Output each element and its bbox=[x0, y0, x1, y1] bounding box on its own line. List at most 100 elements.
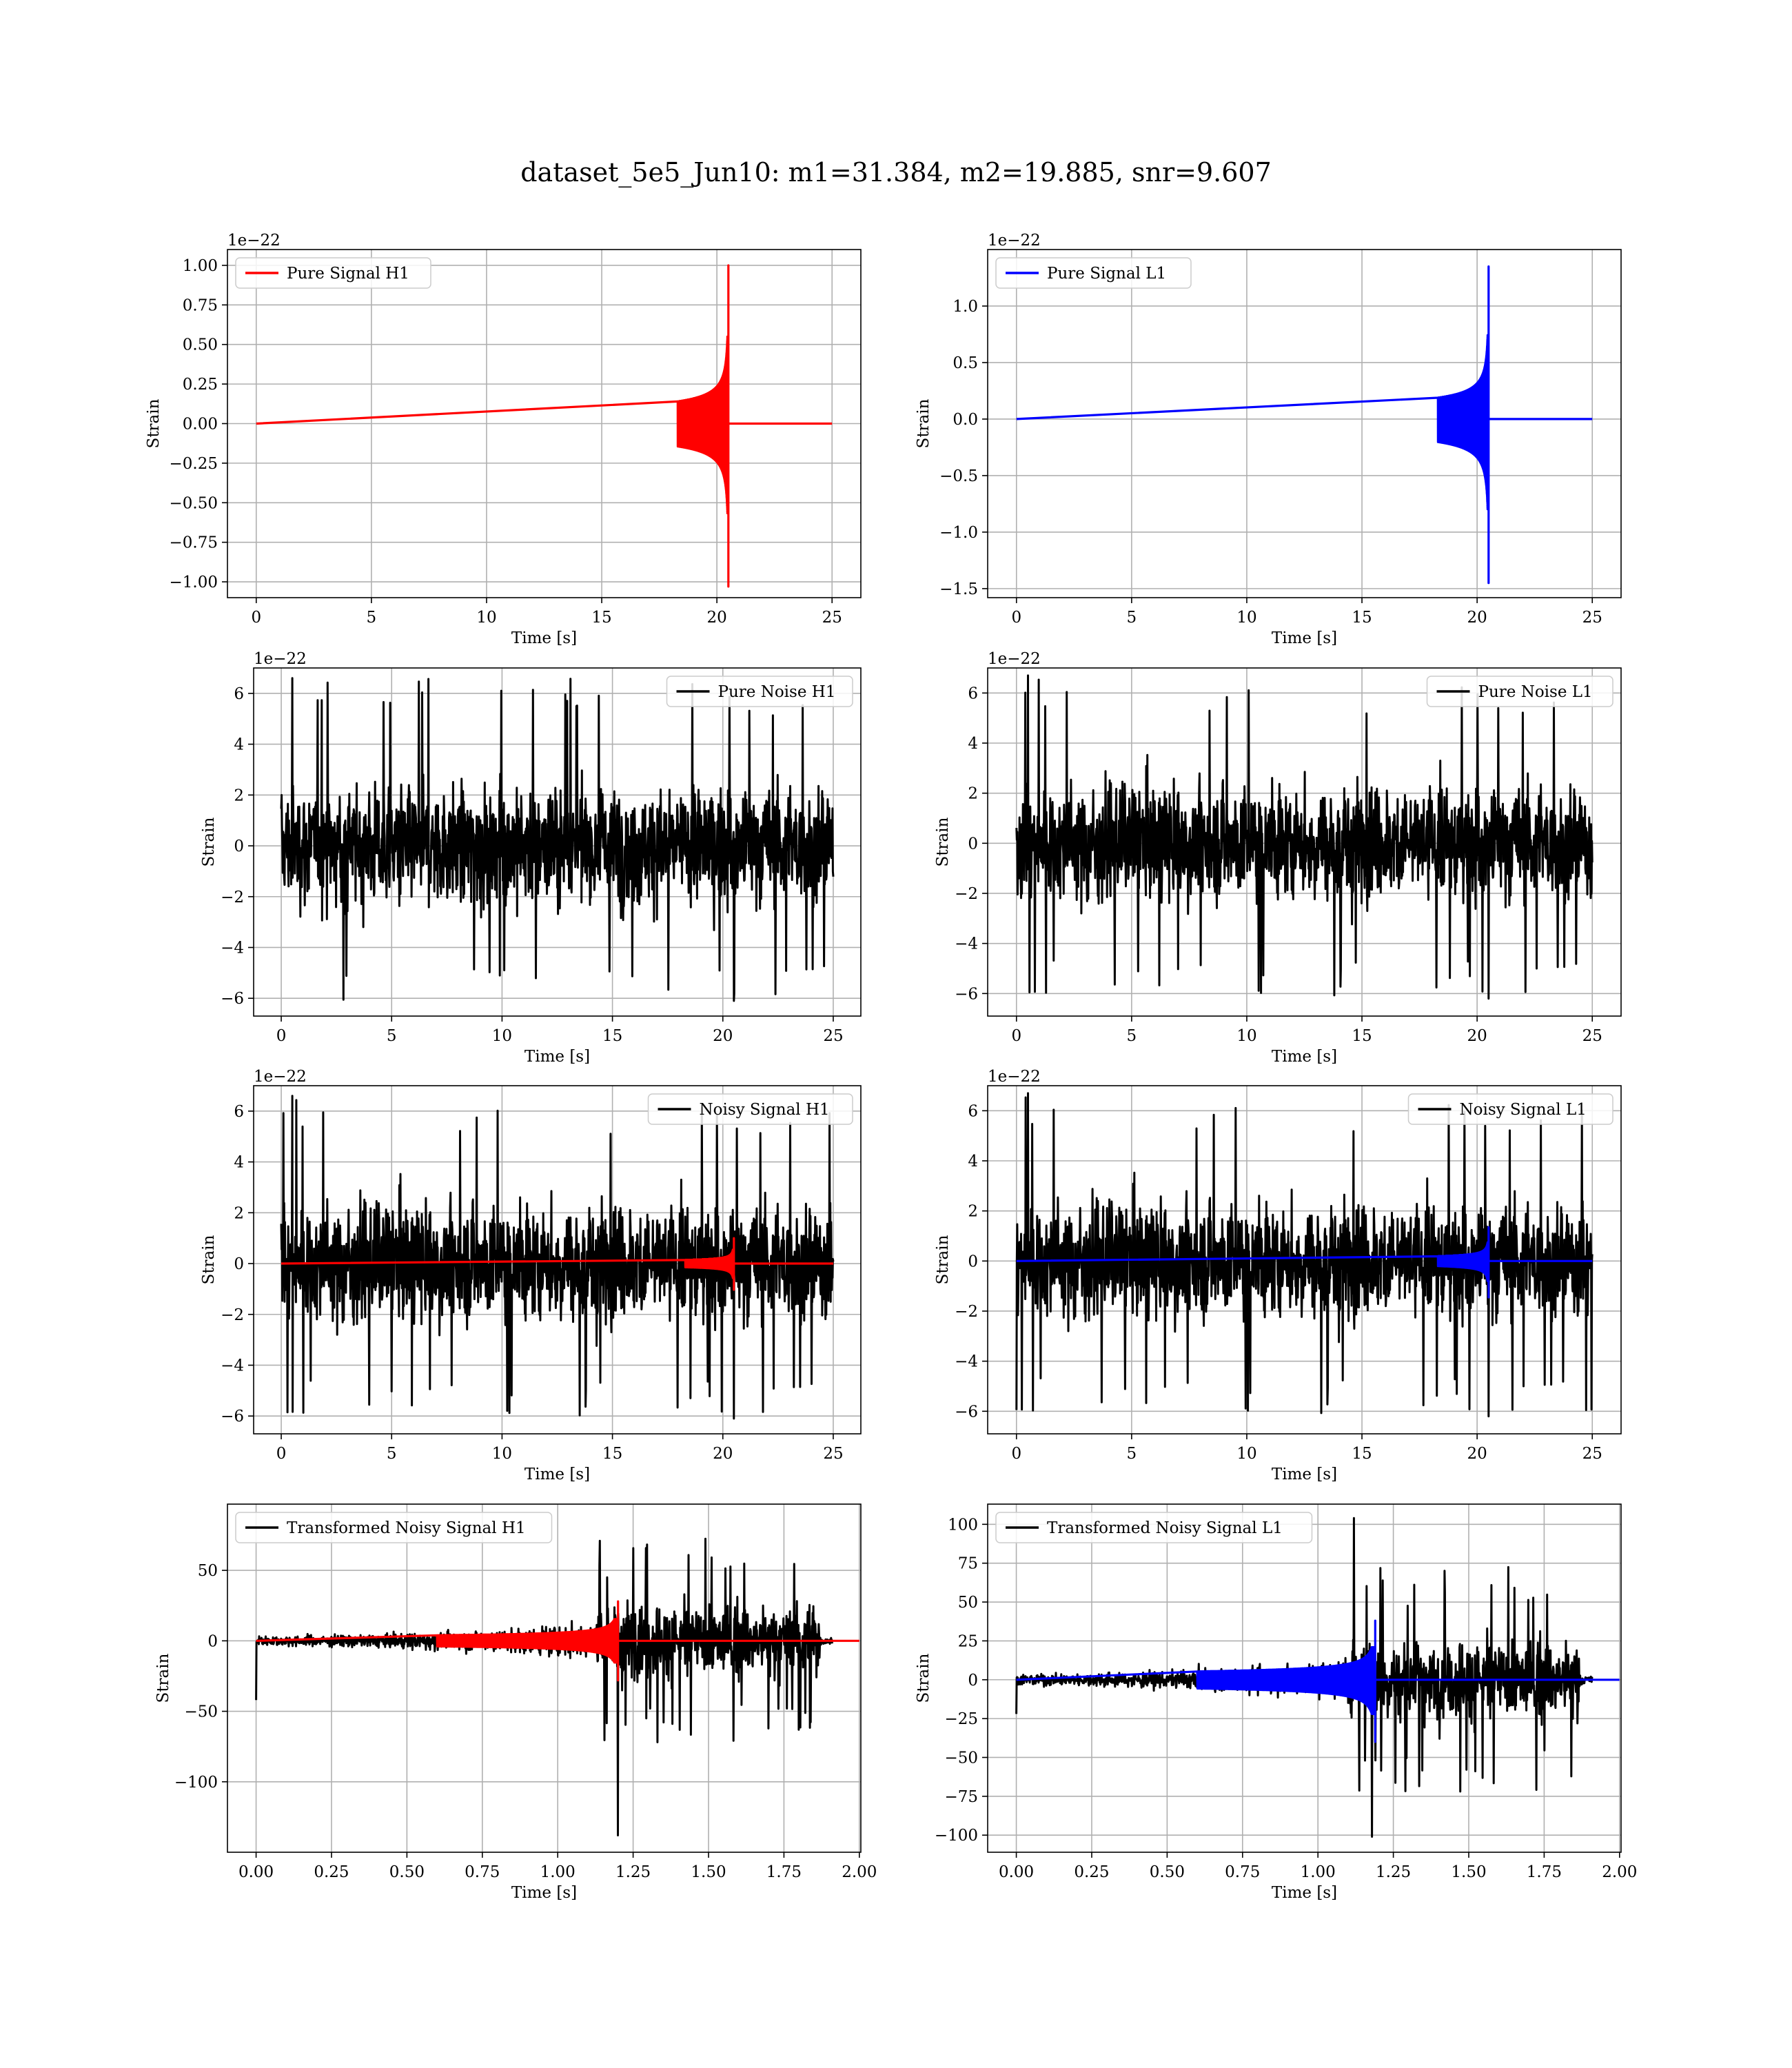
x-tick-label: 2.00 bbox=[1602, 1863, 1637, 1881]
series-group bbox=[1015, 674, 1594, 1000]
y-tick-label: −1.5 bbox=[939, 580, 978, 598]
chirp-line bbox=[256, 1600, 859, 1682]
x-tick-label: 25 bbox=[1582, 1445, 1602, 1463]
y-tick-label: 0 bbox=[968, 835, 978, 853]
y-tick-label: −0.75 bbox=[170, 534, 218, 552]
x-axis-label: Time [s] bbox=[1272, 629, 1337, 647]
x-tick-label: 5 bbox=[387, 1027, 397, 1045]
x-tick-label: 20 bbox=[1467, 1445, 1487, 1463]
y-tick-label: −4 bbox=[955, 1353, 978, 1371]
x-tick-label: 20 bbox=[713, 1445, 733, 1463]
y-tick-label: −0.5 bbox=[939, 467, 978, 485]
offset-label: 1e−22 bbox=[988, 650, 1041, 668]
y-tick-label: 0.25 bbox=[183, 376, 218, 394]
axes-frame bbox=[227, 1503, 862, 1853]
x-tick-label: 5 bbox=[367, 609, 377, 627]
y-tick-label: −50 bbox=[944, 1749, 978, 1767]
x-tick-label: 15 bbox=[1352, 609, 1372, 627]
y-tick-label: 0.0 bbox=[953, 411, 978, 429]
legend-label: Noisy Signal H1 bbox=[700, 1101, 830, 1119]
y-tick-label: 4 bbox=[968, 1153, 978, 1170]
legend-label: Transformed Noisy Signal L1 bbox=[1047, 1519, 1283, 1537]
chirp-line bbox=[1016, 265, 1593, 585]
x-tick-label: 0.50 bbox=[389, 1863, 425, 1881]
axes-frame bbox=[227, 249, 862, 598]
noise-line bbox=[1015, 674, 1594, 1000]
legend-label: Noisy Signal L1 bbox=[1460, 1101, 1587, 1119]
x-tick-label: 15 bbox=[1352, 1027, 1372, 1045]
chirp-line bbox=[1016, 1619, 1620, 1743]
x-tick-label: 1.75 bbox=[1527, 1863, 1562, 1881]
x-tick-label: 25 bbox=[1582, 609, 1602, 627]
x-tick-label: 25 bbox=[823, 1027, 843, 1045]
y-tick-label: −100 bbox=[174, 1774, 218, 1792]
y-tick-label: 2 bbox=[234, 1204, 244, 1222]
subplot-2: 0 5 10 15 20 25 1.0 0.5 0.0 −0.5 −1.0 −1.5 1e−22 Time… bbox=[915, 232, 1622, 647]
y-tick-label: 0 bbox=[968, 1672, 978, 1690]
x-tick-label: 5 bbox=[1127, 1445, 1137, 1463]
y-axis-label: Strain bbox=[154, 1653, 172, 1703]
series-group bbox=[256, 264, 833, 588]
y-tick-label: −25 bbox=[944, 1710, 978, 1728]
y-tick-label: 6 bbox=[234, 1103, 244, 1121]
y-tick-label: 4 bbox=[968, 735, 978, 753]
legend-box bbox=[235, 1512, 553, 1543]
x-tick-label: 1.00 bbox=[540, 1863, 576, 1881]
y-axis-label: Strain bbox=[200, 817, 218, 866]
x-tick-label: 10 bbox=[492, 1445, 512, 1463]
y-tick-label: 4 bbox=[234, 736, 244, 754]
x-tick-label: 1.25 bbox=[615, 1863, 651, 1881]
y-tick-label: −6 bbox=[955, 985, 978, 1003]
x-tick-label: 20 bbox=[1467, 1027, 1487, 1045]
x-axis-label: Time [s] bbox=[525, 1048, 590, 1066]
y-tick-label: 50 bbox=[958, 1594, 978, 1612]
x-tick-label: 25 bbox=[1582, 1027, 1602, 1045]
x-tick-label: 0 bbox=[276, 1445, 287, 1463]
legend: Noisy Signal L1 bbox=[1407, 1093, 1613, 1125]
axes-frame bbox=[987, 667, 1622, 1017]
series-group bbox=[280, 1095, 835, 1420]
y-tick-label: −0.50 bbox=[170, 494, 218, 512]
y-axis-label: Strain bbox=[915, 398, 933, 448]
y-tick-label: 25 bbox=[958, 1632, 978, 1650]
legend: Transformed Noisy Signal L1 bbox=[995, 1512, 1313, 1543]
y-tick-label: 50 bbox=[198, 1562, 218, 1580]
x-tick-label: 0 bbox=[276, 1027, 287, 1045]
chirp-line bbox=[281, 1237, 833, 1291]
legend-box bbox=[235, 257, 431, 289]
x-tick-label: 0.75 bbox=[1225, 1863, 1260, 1881]
offset-label: 1e−22 bbox=[227, 232, 281, 250]
y-axis-label: Strain bbox=[145, 398, 163, 448]
y-tick-label: −2 bbox=[955, 885, 978, 903]
y-tick-label: −6 bbox=[221, 990, 244, 1008]
figure-title: dataset_5e5_Jun10: m1=31.384, m2=19.885,… bbox=[520, 157, 1272, 187]
axes-frame bbox=[987, 1085, 1622, 1435]
y-axis-label: Strain bbox=[934, 1235, 952, 1284]
y-tick-label: 0.00 bbox=[183, 416, 218, 434]
y-tick-label: −0.25 bbox=[170, 455, 218, 473]
subplot-7: 0.00 0.25 0.50 0.75 1.00 1.25 1.50 1.75 2.00 50 0 −… bbox=[154, 1503, 877, 1902]
x-tick-label: 10 bbox=[492, 1027, 512, 1045]
y-tick-label: −4 bbox=[221, 939, 244, 957]
x-tick-label: 5 bbox=[387, 1445, 397, 1463]
y-tick-label: −2 bbox=[955, 1303, 978, 1321]
y-tick-label: −6 bbox=[955, 1403, 978, 1421]
y-tick-label: 100 bbox=[948, 1516, 978, 1534]
y-tick-label: 2 bbox=[234, 787, 244, 804]
x-tick-label: 25 bbox=[823, 1445, 843, 1463]
legend-box bbox=[995, 257, 1192, 289]
y-tick-label: −4 bbox=[221, 1357, 244, 1375]
x-tick-label: 10 bbox=[476, 609, 496, 627]
legend-box bbox=[647, 1093, 853, 1125]
x-tick-label: 1.50 bbox=[1451, 1863, 1486, 1881]
offset-label: 1e−22 bbox=[254, 650, 307, 668]
x-tick-label: 15 bbox=[1352, 1445, 1372, 1463]
y-tick-label: −75 bbox=[944, 1788, 978, 1806]
legend-label: Transformed Noisy Signal H1 bbox=[287, 1519, 526, 1537]
y-tick-label: −50 bbox=[184, 1703, 218, 1721]
legend-box bbox=[1407, 1093, 1613, 1125]
series-group bbox=[1015, 1092, 1594, 1418]
legend: Transformed Noisy Signal H1 bbox=[235, 1512, 553, 1543]
